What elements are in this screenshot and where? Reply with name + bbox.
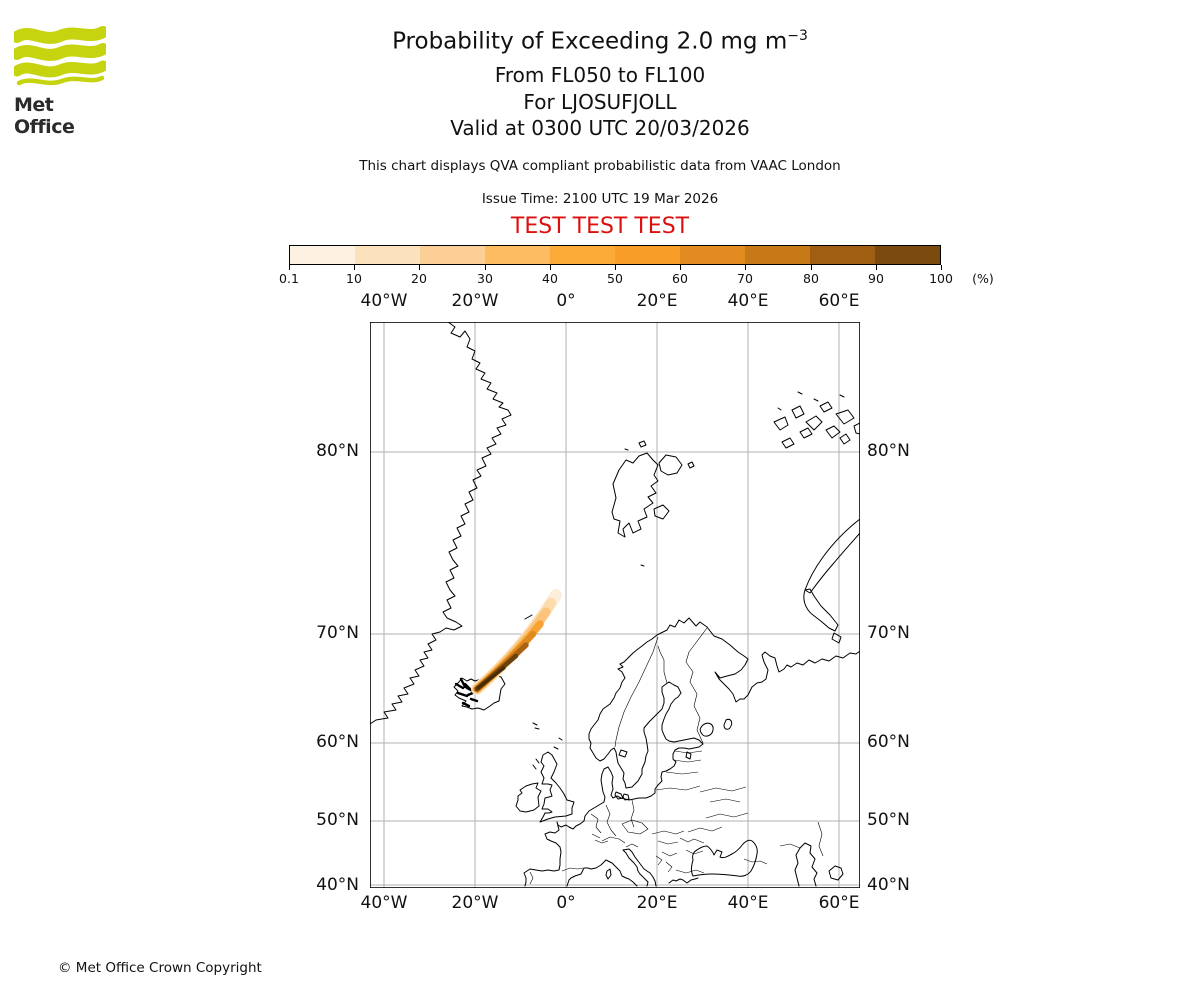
x-tick-bottom: 20°E bbox=[636, 893, 678, 913]
coastlines bbox=[369, 321, 861, 887]
title-exponent: −3 bbox=[787, 28, 808, 44]
colorbar-segment bbox=[810, 246, 875, 264]
x-tick-top: 20°E bbox=[636, 291, 678, 311]
colorbar-label: 40 bbox=[542, 271, 558, 286]
colorbar-tick bbox=[354, 265, 355, 270]
colorbar-label: 20 bbox=[411, 271, 427, 286]
colorbar-label: 60 bbox=[672, 271, 688, 286]
y-tick-right: 70°N bbox=[867, 623, 910, 643]
colorbar-tick bbox=[941, 265, 942, 270]
met-office-logo-text: Met Office bbox=[14, 94, 75, 138]
issue-time: Issue Time: 2100 UTC 19 Mar 2026 bbox=[481, 191, 719, 207]
country-borders bbox=[529, 627, 824, 885]
y-tick-left: 60°N bbox=[316, 732, 359, 752]
x-tick-bottom: 0° bbox=[556, 893, 576, 913]
colorbar-tick bbox=[550, 265, 551, 270]
page-title: Probability of Exceeding 2.0 mg m−3 bbox=[392, 28, 808, 55]
colorbar-unit: (%) bbox=[972, 271, 994, 286]
met-office-logo: Met Office bbox=[11, 26, 114, 138]
colorbar-segment bbox=[550, 246, 615, 264]
colorbar-tick bbox=[289, 265, 290, 270]
colorbar-segment bbox=[875, 246, 940, 264]
colorbar-tick bbox=[680, 265, 681, 270]
colorbar-label: 50 bbox=[607, 271, 623, 286]
subtitle-flight-levels: From FL050 to FL100 bbox=[494, 63, 706, 87]
colorbar-tick bbox=[745, 265, 746, 270]
graticule bbox=[370, 322, 860, 888]
y-tick-right: 60°N bbox=[867, 732, 910, 752]
x-tick-bottom: 60°E bbox=[818, 893, 860, 913]
iceland-fjords bbox=[454, 677, 479, 708]
colorbar-segment bbox=[745, 246, 810, 264]
colorbar-tick bbox=[485, 265, 486, 270]
colorbar-label: 70 bbox=[737, 271, 753, 286]
map-border bbox=[369, 321, 861, 889]
colorbar-segment bbox=[680, 246, 745, 264]
y-tick-left: 50°N bbox=[316, 810, 359, 830]
subtitle-volcano: For LJOSUFJOLL bbox=[523, 90, 677, 114]
x-tick-top: 60°E bbox=[818, 291, 860, 311]
colorbar-tick bbox=[419, 265, 420, 270]
colorbar-label: 100 bbox=[929, 271, 953, 286]
colorbar-segment bbox=[485, 246, 550, 264]
colorbar-tick bbox=[615, 265, 616, 270]
colorbar-label: 30 bbox=[477, 271, 493, 286]
colorbar-label: 90 bbox=[868, 271, 884, 286]
probability-colorbar bbox=[289, 245, 941, 265]
y-tick-left: 70°N bbox=[316, 623, 359, 643]
x-tick-bottom: 40°W bbox=[360, 893, 408, 913]
met-office-waves-icon bbox=[11, 26, 109, 86]
copyright-notice: © Met Office Crown Copyright bbox=[58, 960, 262, 976]
colorbar-tick bbox=[811, 265, 812, 270]
ash-probability-plume bbox=[471, 589, 562, 695]
x-tick-bottom: 40°E bbox=[727, 893, 769, 913]
test-banner: TEST TEST TEST bbox=[510, 214, 690, 239]
x-tick-top: 40°E bbox=[727, 291, 769, 311]
qva-description: This chart displays QVA compliant probab… bbox=[359, 158, 841, 174]
subtitle-valid-time: Valid at 0300 UTC 20/03/2026 bbox=[450, 116, 750, 140]
x-tick-top: 0° bbox=[556, 291, 576, 311]
y-tick-right: 80°N bbox=[867, 441, 910, 461]
colorbar-label: 80 bbox=[803, 271, 819, 286]
colorbar-segment bbox=[290, 246, 355, 264]
colorbar-segment bbox=[420, 246, 485, 264]
colorbar-segment bbox=[355, 246, 420, 264]
colorbar-tick bbox=[876, 265, 877, 270]
europe-north-atlantic-map bbox=[365, 317, 865, 889]
frame-ticks bbox=[365, 317, 865, 886]
x-tick-top: 20°W bbox=[451, 291, 499, 311]
y-tick-left: 40°N bbox=[316, 875, 359, 895]
y-tick-left: 80°N bbox=[316, 441, 359, 461]
map-panel bbox=[365, 317, 865, 889]
y-tick-right: 40°N bbox=[867, 875, 910, 895]
colorbar-label: 10 bbox=[346, 271, 362, 286]
colorbar-label: 0.1 bbox=[279, 271, 299, 286]
colorbar-segment bbox=[615, 246, 680, 264]
x-tick-top: 40°W bbox=[360, 291, 408, 311]
y-tick-right: 50°N bbox=[867, 810, 910, 830]
x-tick-bottom: 20°W bbox=[451, 893, 499, 913]
